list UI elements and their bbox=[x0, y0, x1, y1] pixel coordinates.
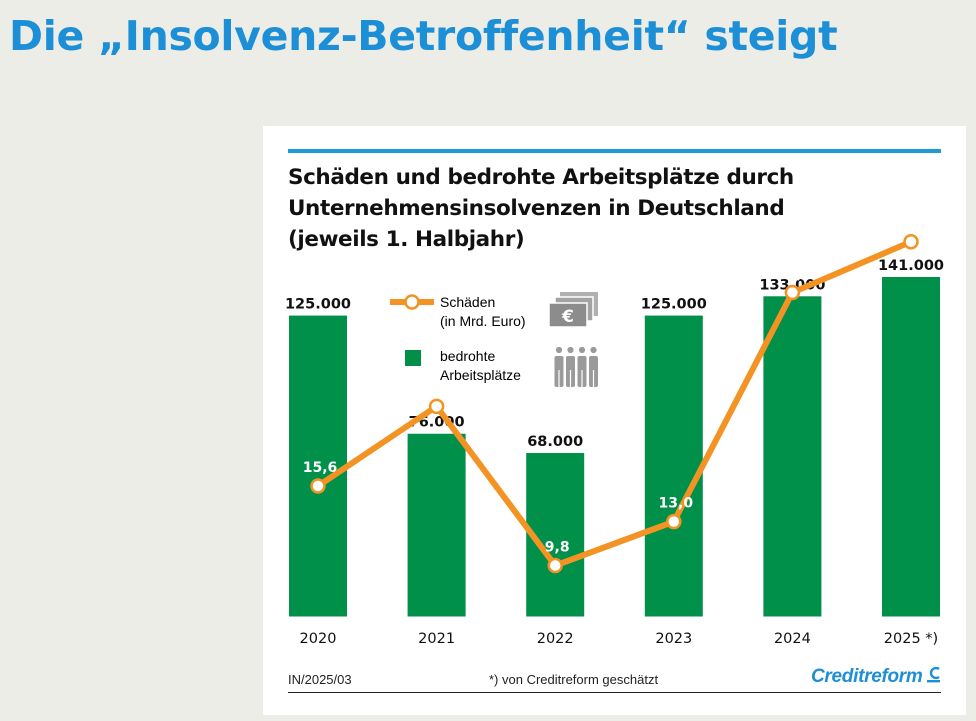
damages-value-label-4: 29,7 bbox=[777, 267, 812, 283]
legend-jobs-label-2: Arbeitsplätze bbox=[440, 367, 521, 383]
bar-4 bbox=[763, 296, 822, 617]
bar-5 bbox=[882, 277, 940, 617]
damages-point-1 bbox=[428, 398, 445, 415]
x-tick-label-0: 2020 bbox=[300, 631, 337, 647]
chart-plot: 125.00076.00068.000125.000133.000141.000… bbox=[285, 216, 944, 647]
person-leg-gap-0 bbox=[558, 370, 560, 387]
footer-id: IN/2025/03 bbox=[288, 672, 352, 687]
chart-title-line-2: Unternehmensinsolvenzen in Deutschland bbox=[288, 196, 785, 221]
person-head-1 bbox=[567, 346, 574, 354]
legend-damages-label-1: Schäden bbox=[440, 294, 495, 310]
bar-1 bbox=[407, 433, 466, 617]
brand-logo-text: Creditreform bbox=[811, 666, 923, 687]
legend: Schäden (in Mrd. Euro) € bedrohte Arbeit… bbox=[390, 292, 598, 387]
legend-damages-marker bbox=[390, 294, 434, 310]
x-tick-label-1: 2021 bbox=[418, 631, 455, 647]
footer-rule bbox=[288, 692, 941, 693]
damages-value-label-5: 33,4 bbox=[896, 216, 931, 232]
bar-value-label-2: 68.000 bbox=[527, 434, 583, 450]
chart-title-line-1: Schäden und bedrohte Arbeitsplätze durch bbox=[288, 165, 794, 190]
chart-title: Schäden und bedrohte Arbeitsplätze durch… bbox=[288, 162, 938, 255]
x-tick-label-5: 2025 *) bbox=[884, 631, 938, 647]
people-group-icon bbox=[554, 346, 598, 387]
card-top-rule bbox=[288, 149, 941, 153]
person-leg-gap-3 bbox=[592, 370, 595, 387]
legend-damages-label-2: (in Mrd. Euro) bbox=[440, 313, 526, 329]
bar-value-label-0: 125.000 bbox=[285, 297, 351, 313]
person-head-2 bbox=[578, 346, 586, 354]
person-leg-gap-1 bbox=[569, 370, 572, 387]
bar-0 bbox=[289, 315, 347, 617]
person-head-3 bbox=[590, 346, 597, 354]
bar-value-label-3: 125.000 bbox=[641, 297, 707, 313]
legend-jobs-swatch bbox=[405, 350, 421, 366]
damages-point-3 bbox=[666, 513, 682, 530]
x-tick-group: 2020 2021 2022 2023 2024 2025 *) bbox=[300, 631, 939, 647]
chart-card: Schäden und bedrohte Arbeitsplätze durch… bbox=[263, 126, 966, 715]
creditreform-logo-icon bbox=[927, 666, 940, 683]
footer-note: *) von Creditreform geschätzt bbox=[489, 672, 659, 687]
damages-point-5 bbox=[903, 234, 919, 250]
damages-line bbox=[315, 238, 914, 569]
damages-point-4 bbox=[784, 284, 801, 301]
page-heading: Die „Insolvenz-Betroffenheit“ steigt bbox=[9, 12, 838, 60]
damages-value-label-3: 13,0 bbox=[659, 496, 694, 512]
chart-title-line-3: (jeweils 1. Halbjahr) bbox=[288, 227, 525, 252]
damages-point-0 bbox=[310, 478, 326, 494]
bar-value-label-5: 141.000 bbox=[878, 258, 944, 274]
damages-value-label-0: 15,6 bbox=[303, 460, 338, 476]
svg-text:€: € bbox=[561, 307, 574, 327]
damages-point-2 bbox=[547, 557, 563, 574]
legend-jobs-label-1: bedrohte bbox=[440, 348, 495, 364]
x-tick-label-3: 2023 bbox=[655, 631, 692, 647]
x-tick-label-4: 2024 bbox=[774, 631, 811, 647]
euro-banknotes-icon: € bbox=[548, 292, 598, 328]
bar-3 bbox=[644, 315, 703, 617]
line-group: 15,6 21,4 9,8 13,0 29,7 33,4 bbox=[303, 216, 931, 574]
person-leg-gap-2 bbox=[581, 370, 583, 387]
person-head-0 bbox=[555, 346, 563, 354]
damages-value-label-1: 21,4 bbox=[421, 380, 456, 396]
x-tick-label-2: 2022 bbox=[537, 631, 574, 647]
damages-value-label-2: 9,8 bbox=[545, 540, 570, 556]
